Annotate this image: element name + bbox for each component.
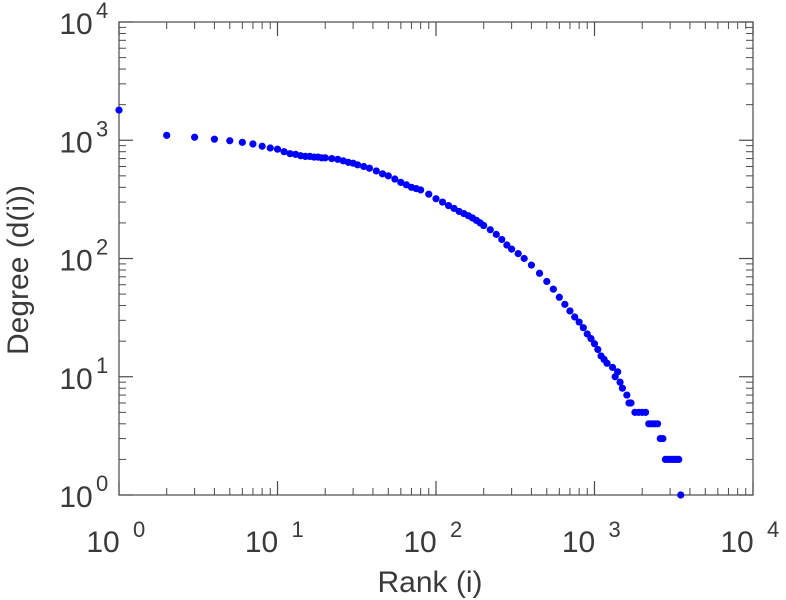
x-tick-label: 10 4	[720, 517, 779, 559]
data-point	[258, 142, 266, 150]
x-tick-label-exponent: 0	[133, 517, 145, 542]
data-point	[571, 313, 579, 321]
data-point	[575, 318, 583, 326]
data-point	[280, 148, 288, 156]
y-tick-label: 10 1	[59, 353, 108, 396]
data-point	[566, 307, 574, 315]
y-tick-label-exponent: 3	[96, 116, 108, 141]
data-point	[677, 491, 685, 499]
data-point	[273, 145, 282, 153]
data-point	[527, 261, 536, 269]
data-point	[520, 254, 528, 263]
data-point	[353, 161, 362, 169]
data-point	[321, 154, 329, 162]
data-point	[249, 140, 257, 148]
data-point	[508, 245, 516, 253]
major-ticks	[118, 21, 754, 496]
data-point	[543, 277, 551, 286]
y-tick-label-base: 10	[59, 481, 92, 514]
x-tick-label-base: 10	[403, 526, 436, 559]
y-tick-label: 10 3	[59, 116, 108, 159]
data-point	[618, 384, 627, 392]
data-point	[590, 340, 599, 348]
data-point	[486, 226, 494, 234]
data-point	[226, 137, 234, 145]
data-point	[616, 378, 624, 386]
y-tick-label-exponent: 2	[96, 235, 108, 260]
data-point	[623, 391, 631, 399]
x-tick-label-base: 10	[245, 526, 278, 559]
data-point	[653, 420, 662, 428]
data-point	[555, 293, 563, 301]
data-point	[425, 190, 433, 198]
x-tick-label-exponent: 2	[450, 517, 462, 542]
data-point	[286, 150, 294, 158]
y-tick-label-exponent: 0	[96, 471, 108, 496]
x-tick-label: 10 0	[86, 517, 145, 559]
x-tick-label-base: 10	[86, 526, 119, 559]
data-point	[417, 186, 425, 194]
x-tick-label-base: 10	[562, 526, 595, 559]
data-point	[614, 368, 622, 376]
x-tick-label: 10 1	[245, 517, 304, 559]
data-point	[498, 235, 506, 244]
data-point	[444, 202, 453, 210]
x-tick-label: 10 3	[562, 517, 621, 559]
data-point	[675, 455, 683, 464]
x-tick-labels: 10 0 10 1 10 2 10 3 10 4	[86, 517, 779, 559]
data-point	[608, 363, 617, 371]
x-axis-label: Rank (i)	[377, 566, 482, 599]
y-tick-label: 10 0	[59, 471, 108, 514]
data-point	[503, 241, 511, 249]
data-point	[432, 195, 440, 203]
x-tick-label-base: 10	[720, 526, 753, 559]
data-points	[115, 106, 685, 499]
data-point	[579, 324, 587, 332]
y-tick-label-base: 10	[59, 8, 92, 41]
data-point	[210, 135, 219, 143]
data-point	[549, 285, 557, 293]
data-point	[603, 359, 611, 367]
data-point	[492, 230, 500, 238]
x-tick-label-exponent: 1	[292, 517, 304, 542]
minor-ticks	[119, 22, 753, 495]
data-point	[115, 106, 123, 114]
x-tick-label: 10 2	[403, 517, 462, 559]
data-point	[328, 154, 336, 163]
y-tick-label-base: 10	[59, 126, 92, 159]
data-point	[627, 399, 635, 407]
data-point	[480, 221, 488, 230]
data-point	[514, 250, 522, 258]
data-point	[391, 175, 399, 183]
data-point	[641, 408, 650, 416]
y-tick-label-base: 10	[59, 363, 92, 396]
data-point	[384, 172, 392, 180]
data-point	[397, 178, 405, 187]
data-point	[561, 300, 569, 308]
data-point	[334, 155, 342, 163]
data-point	[365, 164, 373, 172]
data-point	[163, 131, 171, 139]
data-point	[594, 345, 602, 354]
data-point	[535, 269, 544, 277]
data-point	[438, 198, 447, 206]
y-tick-label-base: 10	[59, 245, 92, 278]
x-tick-label-exponent: 3	[609, 517, 621, 542]
y-tick-label: 10 4	[59, 0, 108, 41]
y-tick-label-exponent: 4	[96, 0, 108, 23]
y-axis-label: Degree (d(i))	[2, 185, 35, 355]
data-point	[266, 144, 274, 152]
data-point	[191, 133, 199, 141]
x-tick-label-exponent: 4	[767, 517, 779, 542]
data-point	[238, 138, 246, 146]
y-tick-label-exponent: 1	[96, 353, 108, 378]
data-point	[360, 162, 368, 171]
data-point	[587, 335, 595, 343]
data-point	[372, 167, 380, 175]
data-point	[659, 434, 667, 443]
data-point	[378, 170, 387, 178]
y-tick-label: 10 2	[59, 235, 108, 278]
